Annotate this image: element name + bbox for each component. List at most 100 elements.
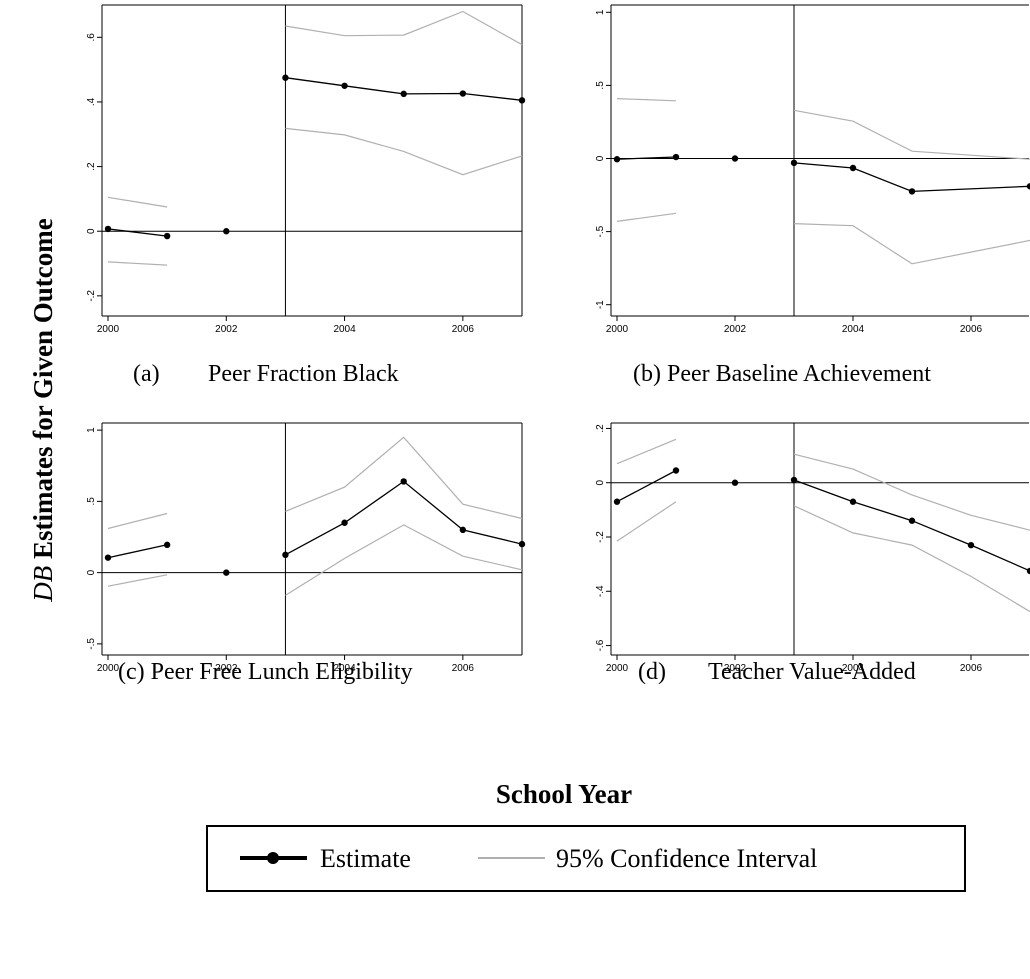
legend-box — [206, 825, 966, 892]
legend-estimate-label: Estimate — [320, 844, 411, 873]
y-tick-label: 0 — [595, 155, 606, 161]
caption-d-letter: (d) — [638, 659, 666, 685]
x-tick-label: 2006 — [452, 324, 475, 335]
y-tick-label: -.5 — [86, 638, 97, 650]
y-tick-label: .5 — [595, 81, 606, 90]
estimate-line — [107, 228, 168, 237]
x-tick-label: 2004 — [842, 663, 865, 674]
x-axis-title: School Year — [496, 779, 632, 809]
estimate-point — [1026, 567, 1030, 575]
estimate-point — [223, 228, 230, 235]
estimate-point — [282, 551, 289, 559]
y-tick-label: -.6 — [595, 639, 606, 651]
x-tick-label: 2002 — [724, 663, 747, 674]
caption-c-title: (c) Peer Free Lunch Eligibility — [118, 659, 413, 685]
estimate-point — [731, 155, 739, 162]
estimate-point — [790, 476, 798, 484]
ci_upper-line — [793, 109, 1030, 160]
caption-d-title: Teacher Value-Added — [708, 659, 916, 685]
ci_upper-line — [107, 196, 168, 208]
caption-a-letter: (a) — [133, 361, 160, 387]
panel-d: -.6 -.4 -.2 0 .2 2000 2002 2004 2006 — [595, 422, 1030, 674]
ci_lower-line — [285, 127, 523, 176]
ci_lower-line — [107, 261, 168, 266]
x-tick-label: 2000 — [97, 663, 120, 674]
estimate-point — [731, 479, 739, 486]
ci_upper-line — [107, 512, 168, 530]
estimate-point — [1026, 183, 1030, 190]
ci_upper-line — [616, 98, 677, 102]
estimate-point — [790, 159, 798, 167]
ci_upper-line — [285, 10, 523, 46]
estimate-point — [282, 74, 289, 81]
y-tick-label: -.5 — [595, 225, 606, 237]
estimate-point — [104, 554, 112, 561]
x-tick-label: 2004 — [333, 324, 356, 335]
caption-a-title: Peer Fraction Black — [208, 361, 399, 387]
ci_lower-line — [616, 212, 677, 222]
y-tick-label: 1 — [86, 427, 97, 433]
y-tick-label: -.4 — [595, 585, 606, 597]
estimate-point — [672, 467, 680, 474]
y-tick-label: -.2 — [595, 531, 606, 543]
x-tick-label: 2000 — [606, 663, 629, 674]
panel-a: -.2 0 .2 .4 .6 2000 2002 2004 2006 — [86, 4, 526, 335]
estimate-point — [459, 526, 467, 534]
y-tick-label: .2 — [595, 424, 606, 433]
y-tick-label: .2 — [86, 162, 97, 171]
ci_upper-line — [616, 438, 677, 465]
panel-b: -1 -.5 0 .5 1 2000 2002 2004 2006 — [595, 4, 1030, 335]
ci_lower-line — [107, 574, 168, 587]
x-tick-label: 2006 — [452, 663, 475, 674]
ci_upper-line — [793, 453, 1030, 531]
estimate-point — [613, 156, 621, 163]
estimate-point — [908, 188, 916, 195]
x-tick-label: 2002 — [215, 663, 238, 674]
x-tick-label: 2006 — [960, 663, 983, 674]
y-tick-label: .4 — [86, 97, 97, 106]
estimate-point — [518, 97, 526, 104]
panel-c: -.5 0 .5 1 2000 2002 2004 2006 — [86, 422, 526, 674]
estimate-point — [341, 82, 348, 89]
estimate-point — [672, 153, 680, 161]
estimate-line — [793, 479, 1030, 572]
estimate-line — [793, 162, 1030, 193]
y-tick-label: 1 — [595, 9, 606, 15]
ci_lower-line — [285, 524, 523, 596]
x-tick-label: 2000 — [97, 324, 120, 335]
estimate-point — [908, 517, 916, 524]
y-tick-label: 0 — [86, 569, 97, 575]
ci_lower-line — [793, 505, 1030, 613]
y-axis-title-rest: Estimates for Given Outcome — [28, 218, 58, 565]
x-tick-label: 2004 — [842, 324, 865, 335]
estimate-point — [849, 164, 857, 172]
estimate-point — [849, 498, 857, 505]
ci_lower-line — [793, 223, 1030, 265]
legend: Estimate 95% Confidence Interval — [206, 825, 966, 892]
ci_lower-line — [616, 501, 677, 542]
legend-ci-label: 95% Confidence Interval — [556, 844, 817, 873]
x-tick-label: 2002 — [215, 324, 238, 335]
estimate-line — [285, 480, 523, 556]
y-tick-label: .5 — [86, 497, 97, 506]
estimate-line — [616, 469, 677, 503]
x-tick-label: 2004 — [333, 663, 356, 674]
x-tick-label: 2000 — [606, 324, 629, 335]
x-tick-label: 2006 — [960, 324, 983, 335]
estimate-line — [107, 544, 168, 559]
x-tick-label: 2002 — [724, 324, 747, 335]
ci_upper-line — [285, 436, 523, 520]
legend-estimate-marker — [267, 852, 279, 864]
y-axis-title: DB Estimates for Given Outcome — [28, 218, 58, 602]
estimate-point — [400, 478, 407, 485]
y-tick-label: .6 — [86, 33, 97, 42]
y-tick-label: 0 — [595, 479, 606, 485]
caption-b-title: (b) Peer Baseline Achievement — [633, 361, 931, 387]
estimate-point — [459, 90, 467, 97]
estimate-point — [163, 232, 171, 240]
estimate-line — [616, 156, 677, 160]
y-tick-label: 0 — [86, 228, 97, 234]
estimate-point — [613, 498, 621, 505]
estimate-point — [967, 541, 975, 549]
